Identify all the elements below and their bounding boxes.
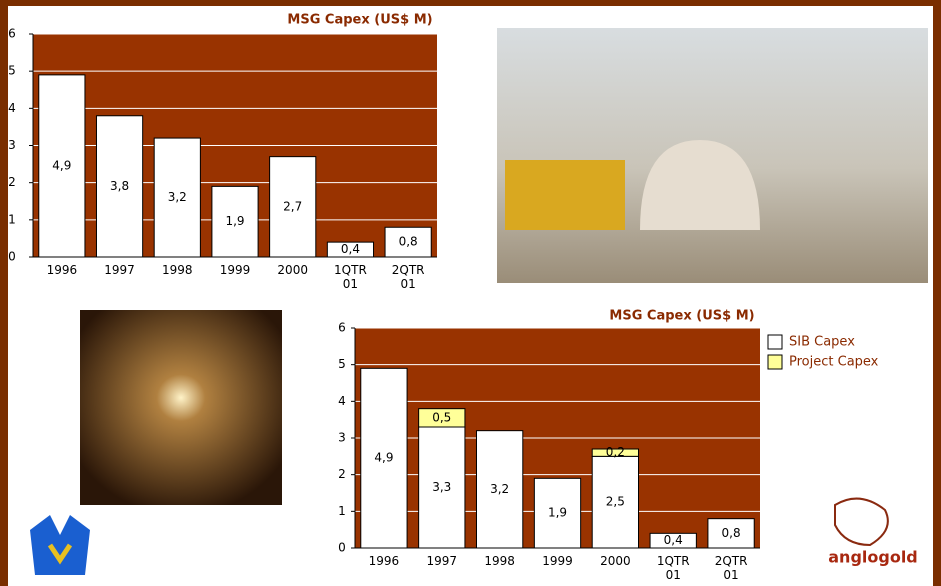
value-label: 0,4 (341, 242, 360, 256)
chart-title: MSG Capex (US$ M) (287, 13, 432, 28)
photo-dome (640, 140, 760, 230)
value-label: 0,8 (399, 235, 418, 249)
value-label: 1,9 (548, 506, 567, 520)
value-label: 1,9 (225, 214, 244, 228)
value-label: 4,9 (52, 158, 71, 172)
top-border (0, 0, 941, 6)
y-tick-label: 3 (338, 431, 346, 445)
bar (476, 430, 524, 549)
left-border (0, 0, 8, 586)
bar (707, 518, 755, 549)
msg-logo-mark (47, 543, 73, 565)
bar (649, 532, 697, 549)
x-tick-label: 2QTR 01 (391, 263, 425, 291)
legend-swatch (767, 334, 783, 350)
logo-text: anglogold (828, 548, 918, 567)
y-tick-label: 4 (338, 394, 346, 408)
y-tick-label: 5 (338, 357, 346, 371)
x-tick-label: 2000 (277, 263, 308, 277)
msg-logo (30, 515, 90, 575)
tunnel-photo (80, 310, 282, 505)
x-tick-label: 1998 (484, 554, 515, 568)
x-tick-label: 1997 (104, 263, 135, 277)
bar (418, 408, 466, 428)
x-tick-label: 2000 (600, 554, 631, 568)
anglogold-map (834, 497, 889, 547)
x-tick-label: 1997 (426, 554, 458, 568)
chart-title: MSG Capex (US$ M) (609, 309, 754, 324)
x-tick-label: 1998 (162, 263, 193, 277)
value-label: 3,2 (168, 190, 187, 204)
y-tick-label: 2 (338, 467, 346, 481)
legend-label: Project Capex (789, 355, 879, 370)
value-label: 3,3 (432, 480, 451, 494)
bar (38, 74, 86, 258)
value-label: 2,5 (606, 495, 625, 509)
bar (153, 137, 201, 258)
right-border (933, 0, 941, 586)
x-tick-label: 1996 (368, 554, 400, 568)
bar (533, 477, 582, 549)
bar (384, 226, 432, 258)
legend-label: SIB Capex (789, 335, 855, 350)
value-label: 3,2 (490, 482, 509, 496)
legend-swatch (767, 354, 783, 370)
x-tick-label: 1999 (219, 263, 251, 277)
y-tick-label: 1 (8, 212, 16, 226)
bar (95, 115, 144, 258)
bar (269, 156, 317, 258)
photo-truck (505, 160, 625, 230)
x-tick-label: 1QTR 01 (334, 263, 367, 291)
y-tick-label: 0 (8, 250, 16, 264)
x-tick-label: 1QTR 01 (656, 554, 690, 582)
y-tick-label: 1 (338, 504, 346, 518)
value-label: 3,8 (110, 179, 129, 193)
y-tick-label: 0 (338, 541, 346, 555)
bar (326, 241, 375, 258)
y-tick-label: 2 (8, 175, 16, 189)
y-tick-label: 3 (8, 138, 16, 152)
x-tick-label: 1999 (542, 554, 573, 568)
bar (591, 455, 640, 549)
bar (211, 185, 259, 258)
value-label: 0,2 (606, 445, 625, 459)
y-tick-label: 6 (338, 321, 346, 335)
bar (418, 426, 466, 549)
y-tick-label: 6 (8, 27, 16, 41)
value-label: 2,7 (283, 199, 302, 213)
y-tick-label: 5 (8, 64, 16, 78)
bar (360, 367, 408, 549)
value-label: 4,9 (374, 451, 393, 465)
x-tick-label: 2QTR 01 (714, 554, 748, 582)
value-label: 0,4 (664, 533, 683, 547)
value-label: 0,5 (432, 410, 451, 424)
x-tick-label: 1996 (46, 263, 78, 277)
value-label: 0,8 (722, 526, 741, 540)
bar (591, 448, 640, 457)
y-tick-label: 4 (8, 101, 16, 115)
